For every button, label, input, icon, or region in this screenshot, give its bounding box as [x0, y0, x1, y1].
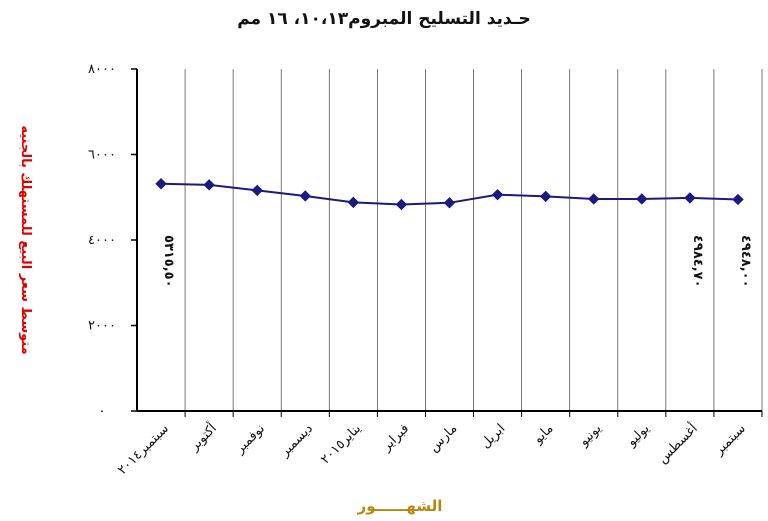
data-point	[491, 188, 504, 201]
data-point	[539, 190, 552, 203]
data-point	[155, 178, 167, 190]
y-tick-label: ٦٠٠٠	[88, 148, 116, 163]
data-label: ٤٩٤٨,٠٠	[738, 235, 753, 288]
x-tick-label: يوليو	[624, 421, 653, 450]
data-point	[588, 193, 600, 205]
x-axis-label: الشهــــــور	[357, 497, 443, 515]
y-tick-label: ٢٠٠٠	[88, 319, 116, 334]
chart-title: حـديد التسليح المبروم١٠،١٣، ١٦ مم	[237, 9, 531, 29]
x-tick-label: أغسطس	[654, 420, 701, 467]
x-tick-label: سبتمبر	[711, 421, 749, 459]
x-tick-labels: سبتمبر٢٠١٤ أكتوبر نوفمبر ديسمبر يناير٢٠١٥ فبر…	[115, 411, 763, 478]
data-point	[395, 198, 408, 211]
x-tick-label: مايو	[530, 421, 556, 447]
data-point	[732, 193, 744, 206]
axes	[136, 69, 762, 412]
series	[155, 178, 744, 211]
y-tick-label: ٤٠٠٠	[88, 233, 116, 248]
x-tick-label: مارس	[426, 421, 460, 455]
x-tick-label: ديسمبر	[277, 421, 316, 460]
y-tick-label: ٠	[99, 404, 106, 419]
data-point	[203, 179, 215, 191]
x-tick-label: سبتمبر٢٠١٤	[115, 421, 172, 478]
x-tick-label: ابريل	[478, 421, 508, 451]
x-tick-label: أكتوبر	[185, 420, 220, 455]
data-point	[636, 193, 648, 205]
y-tick-label: ٨٠٠٠	[88, 62, 116, 77]
data-point	[443, 197, 456, 209]
x-tick-label: يناير٢٠١٥	[318, 421, 364, 467]
data-labels: ٥٣١٥,٥٠ ٤٩٨٤,٧٠ ٤٩٤٨,٠٠	[161, 235, 753, 288]
data-point	[347, 196, 360, 209]
x-tick-label: فبراير	[379, 421, 413, 455]
y-axis-label: متوسط سعر البيع للمستهلك بالجنيه	[18, 125, 33, 354]
data-point	[251, 184, 263, 197]
x-tick-label: يونيو	[576, 421, 605, 450]
x-tick-label: نوفمبر	[232, 421, 268, 457]
y-tick-labels: ٠ ٢٠٠٠ ٤٠٠٠ ٦٠٠٠ ٨٠٠٠	[88, 62, 137, 419]
data-point	[684, 192, 696, 204]
data-point	[299, 190, 311, 202]
gridlines	[184, 69, 763, 411]
data-label: ٤٩٨٤,٧٠	[690, 235, 705, 288]
data-label: ٥٣١٥,٥٠	[161, 235, 176, 288]
